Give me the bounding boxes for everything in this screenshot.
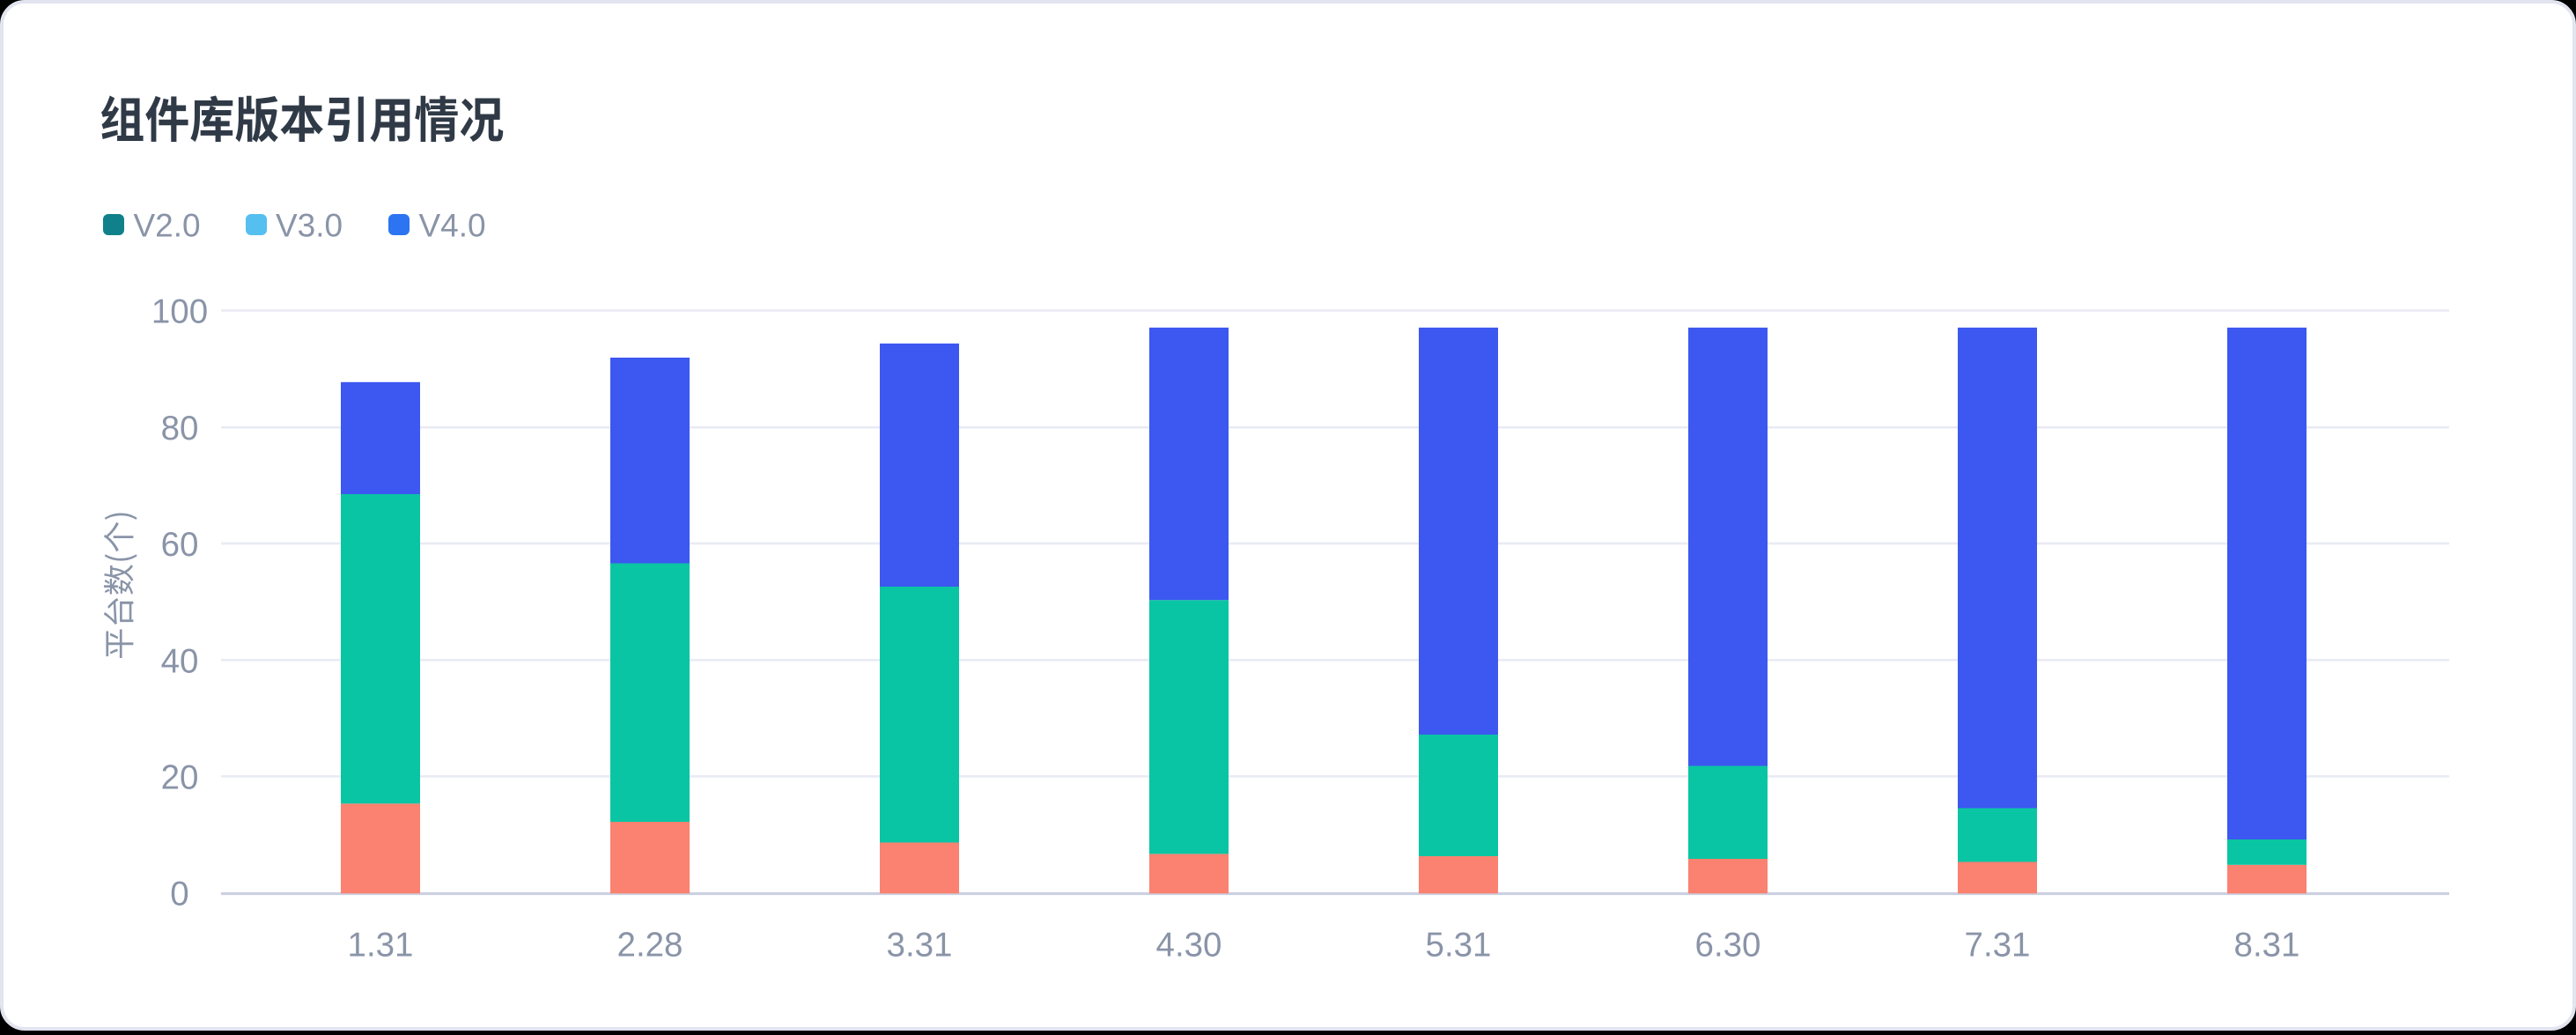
svg-text:V2.0: V2.0 [134,208,201,244]
svg-text:40: 40 [161,642,199,680]
svg-text:0: 0 [170,875,188,913]
svg-text:1.31: 1.31 [348,927,414,965]
svg-text:80: 80 [161,410,199,447]
svg-text:60: 60 [161,526,199,564]
svg-text:7.31: 7.31 [1965,927,2031,965]
svg-text:8.31: 8.31 [2234,927,2300,965]
svg-text:4.30: 4.30 [1156,927,1222,965]
svg-text:20: 20 [161,758,199,796]
svg-text:100: 100 [151,293,208,331]
svg-text:2.28: 2.28 [617,927,683,965]
svg-text:V4.0: V4.0 [419,208,486,244]
svg-text:3.31: 3.31 [887,927,953,965]
svg-text:V3.0: V3.0 [276,208,343,244]
svg-text:6.30: 6.30 [1695,927,1761,965]
svg-text:5.31: 5.31 [1426,927,1492,965]
